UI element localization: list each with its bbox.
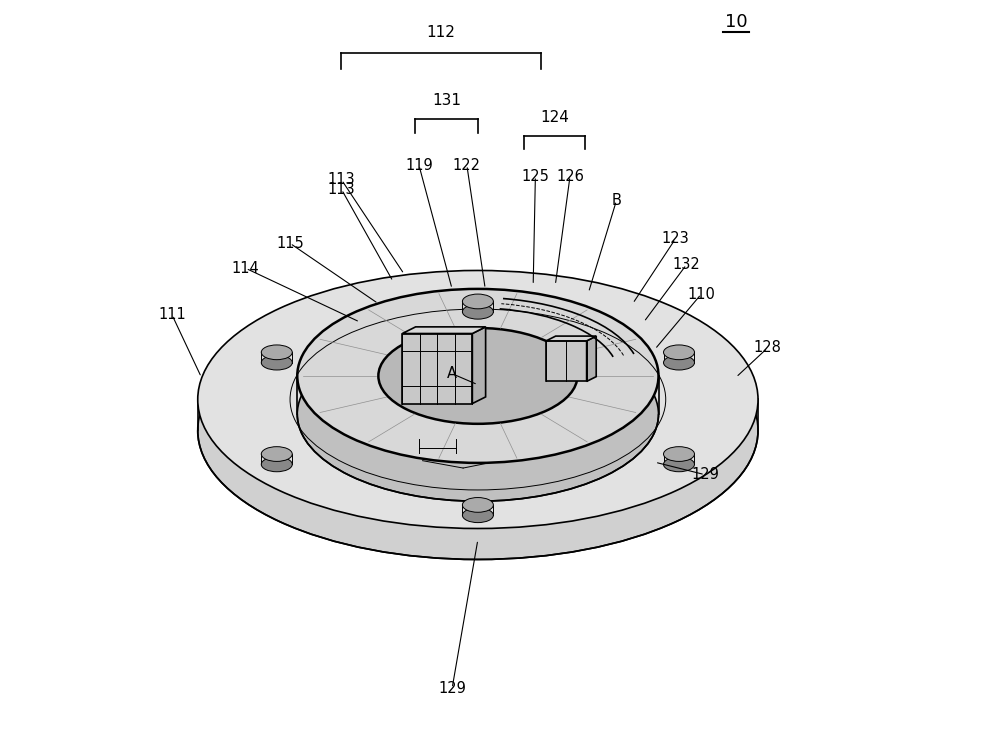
Ellipse shape — [462, 497, 493, 512]
Text: A: A — [447, 366, 457, 381]
Text: 131: 131 — [432, 93, 461, 108]
Ellipse shape — [664, 355, 694, 370]
Text: 119: 119 — [405, 158, 433, 172]
Text: 129: 129 — [438, 681, 466, 696]
Polygon shape — [546, 336, 596, 341]
Text: 113: 113 — [328, 182, 355, 197]
Text: 132: 132 — [673, 257, 700, 272]
Text: 110: 110 — [687, 286, 715, 302]
Text: B: B — [612, 193, 621, 208]
Ellipse shape — [261, 345, 292, 360]
Text: 129: 129 — [691, 467, 719, 482]
Ellipse shape — [261, 457, 292, 471]
Text: 115: 115 — [276, 236, 304, 251]
Text: 122: 122 — [453, 158, 481, 172]
Ellipse shape — [378, 328, 577, 424]
Ellipse shape — [664, 345, 694, 360]
Polygon shape — [402, 334, 472, 403]
Text: 126: 126 — [556, 169, 584, 184]
Ellipse shape — [664, 447, 694, 462]
Ellipse shape — [297, 289, 659, 463]
Ellipse shape — [198, 301, 758, 559]
Ellipse shape — [462, 294, 493, 309]
Ellipse shape — [198, 271, 758, 528]
Text: 111: 111 — [158, 307, 186, 322]
Text: 128: 128 — [754, 340, 782, 355]
Ellipse shape — [261, 447, 292, 462]
Ellipse shape — [297, 327, 659, 501]
Text: 114: 114 — [232, 260, 260, 276]
Polygon shape — [546, 341, 587, 381]
Ellipse shape — [462, 304, 493, 319]
Text: 10: 10 — [725, 13, 747, 31]
Text: 123: 123 — [662, 232, 689, 246]
Ellipse shape — [664, 457, 694, 471]
Text: 124: 124 — [540, 110, 569, 124]
Polygon shape — [472, 327, 486, 403]
Text: 112: 112 — [427, 24, 455, 40]
Text: 113: 113 — [328, 172, 355, 187]
Ellipse shape — [261, 355, 292, 370]
Ellipse shape — [462, 508, 493, 522]
Polygon shape — [587, 336, 596, 381]
Polygon shape — [402, 327, 486, 334]
Text: 125: 125 — [521, 169, 549, 184]
